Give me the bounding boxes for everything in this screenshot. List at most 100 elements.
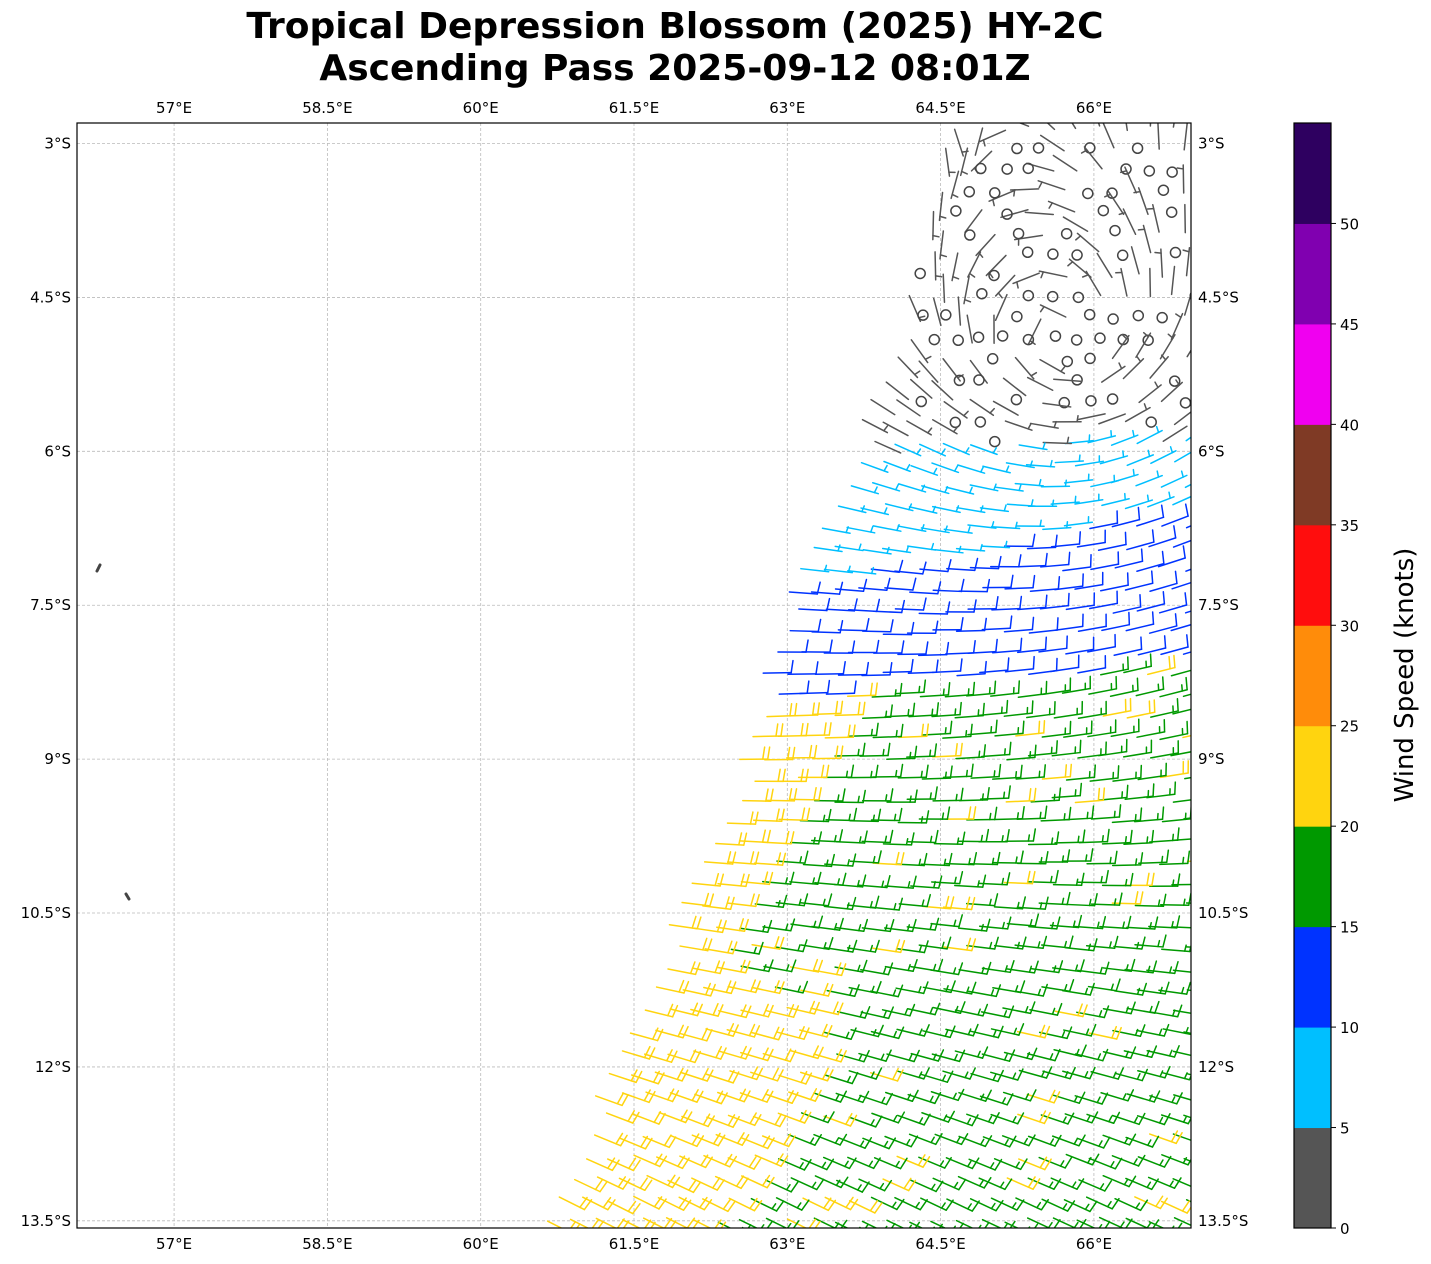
wind-barb <box>1136 718 1166 738</box>
wind-barb <box>1039 134 1065 152</box>
wind-barb <box>883 460 911 473</box>
wind-barb <box>1148 827 1180 843</box>
barb-half-feather <box>1160 354 1167 361</box>
barb-full-feather <box>704 892 710 906</box>
barb-shaft <box>1077 667 1107 674</box>
barb-shaft <box>1161 515 1189 527</box>
wind-barb <box>1149 740 1180 759</box>
wind-barb <box>966 936 999 950</box>
wind-barb <box>1010 393 1023 406</box>
wind-barb <box>908 702 940 718</box>
barb-shaft <box>837 629 868 632</box>
barb-half-feather <box>858 1054 863 1062</box>
barb-half-feather <box>1113 898 1117 906</box>
barb-half-feather <box>1003 1223 1008 1228</box>
wind-barb <box>942 1067 976 1080</box>
barb-half-feather <box>1013 1027 1018 1035</box>
barb-shaft <box>979 797 1010 800</box>
wind-barb <box>872 640 905 654</box>
wind-barb <box>1111 852 1144 867</box>
lon-tick-label-bottom: 66°E <box>1076 1235 1112 1253</box>
barb-half-feather <box>1195 922 1196 928</box>
barb-full-feather <box>1214 937 1217 949</box>
barb-half-feather <box>1036 1201 1042 1209</box>
barb-full-feather <box>840 745 844 759</box>
barb-half-feather <box>1024 1005 1029 1014</box>
wind-barb <box>718 1004 752 1019</box>
barb-full-feather <box>1066 849 1071 863</box>
wind-barb <box>942 723 973 739</box>
wind-barb <box>1136 1023 1170 1037</box>
wind-barb <box>955 744 987 760</box>
wind-barb <box>703 851 737 865</box>
calm-circle <box>988 269 1000 282</box>
wind-barb <box>981 615 1013 631</box>
barb-half-feather <box>1196 967 1198 973</box>
barb-half-feather <box>763 964 767 972</box>
barb-full-feather <box>732 1024 739 1037</box>
barb-half-feather <box>1086 811 1089 820</box>
barb-half-feather <box>1087 1156 1092 1164</box>
barb-full-feather <box>648 1047 656 1060</box>
barb-full-feather <box>853 598 858 612</box>
barb-full-feather <box>1117 1067 1125 1080</box>
barb-full-feather <box>749 851 755 865</box>
wind-barb <box>1199 528 1225 551</box>
wind-barb <box>1088 1025 1122 1040</box>
barb-full-feather <box>1197 568 1199 580</box>
barb-shaft <box>1015 1197 1043 1211</box>
wind-barb <box>1137 224 1152 254</box>
wind-barb <box>994 483 1024 492</box>
barb-half-feather <box>905 838 909 846</box>
wind-barb <box>1051 1134 1086 1147</box>
barb-full-feather <box>982 874 987 888</box>
barb-full-feather <box>1177 1222 1183 1228</box>
barb-full-feather <box>773 1026 780 1040</box>
barb-shaft <box>1138 861 1168 864</box>
wind-barb <box>980 540 1011 549</box>
wind-barb <box>1011 310 1023 323</box>
wind-barb <box>1162 1026 1191 1036</box>
wind-barb <box>790 787 822 801</box>
barb-full-feather <box>984 660 987 675</box>
wind-barb <box>1186 349 1191 358</box>
calm-circle <box>1166 166 1178 178</box>
wind-barb <box>1130 246 1140 275</box>
lon-tick-label-top: 66°E <box>1076 99 1112 117</box>
barb-full-feather <box>776 852 782 866</box>
wind-barb <box>859 1092 893 1106</box>
barb-full-feather <box>1185 676 1188 691</box>
barb-full-feather <box>1176 827 1180 841</box>
wind-barb <box>1054 829 1086 844</box>
barb-half-feather <box>1001 835 1004 843</box>
barb-shaft <box>1174 451 1191 463</box>
wind-barb <box>1017 594 1048 611</box>
wind-barb <box>1006 499 1037 507</box>
wind-barb <box>990 554 1022 568</box>
wind-barb <box>658 1109 693 1124</box>
wind-barb <box>1041 763 1073 780</box>
barb-half-feather <box>1210 987 1212 993</box>
barb-full-feather <box>1008 741 1012 756</box>
barb-full-feather <box>743 1090 751 1103</box>
wind-barb <box>943 937 977 952</box>
barb-full-feather <box>785 830 790 845</box>
wind-barb <box>1004 655 1035 673</box>
barb-half-feather <box>1121 333 1128 340</box>
barb-half-feather <box>1122 1093 1127 1101</box>
barb-half-feather <box>1015 1161 1020 1169</box>
wind-barb <box>993 1158 1028 1171</box>
barb-full-feather <box>1163 1023 1170 1037</box>
barb-half-feather <box>760 1224 765 1228</box>
barb-shaft <box>775 1197 803 1211</box>
wind-barb <box>824 724 856 739</box>
barb-full-feather <box>853 807 858 822</box>
barb-full-feather <box>806 680 810 694</box>
barb-half-feather <box>1218 1094 1221 1099</box>
wind-barb <box>1050 654 1080 673</box>
barb-half-feather <box>954 1005 959 1013</box>
barb-shaft <box>974 127 984 156</box>
barb-full-feather <box>1006 829 1010 843</box>
wind-barb <box>943 981 977 995</box>
barb-full-feather <box>852 724 856 738</box>
